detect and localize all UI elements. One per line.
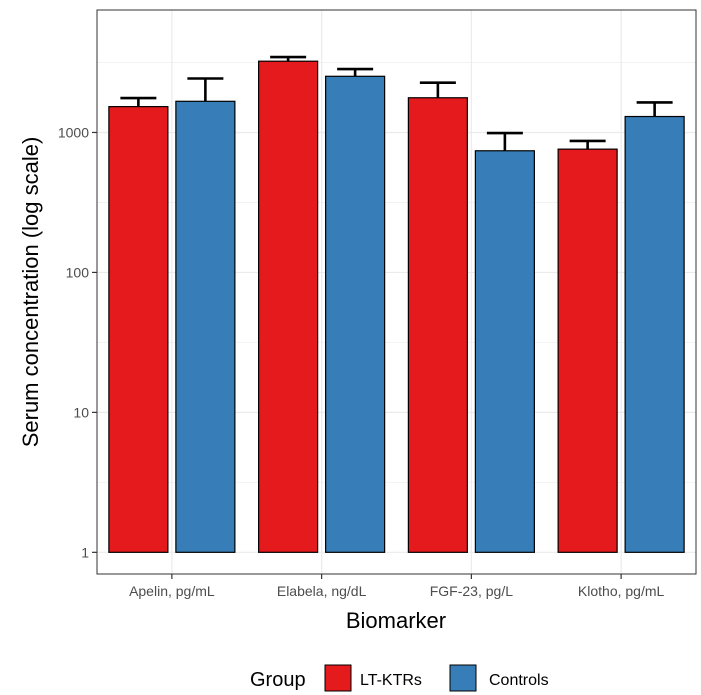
bar (407, 97, 468, 553)
legend-title: Group (250, 669, 306, 691)
bar (325, 75, 386, 553)
legend-swatch-lt-ktrs (324, 664, 352, 692)
legend-swatch-controls (449, 664, 477, 692)
x-tick-label: Elabela, ng/dL (277, 583, 367, 599)
error-bars (120, 55, 673, 151)
y-tick-label: 100 (66, 264, 90, 280)
y-axis: 1 10 100 1000 (58, 124, 97, 560)
legend-label-lt-ktrs: LT-KTRs (360, 672, 422, 689)
y-tick-label: 1 (81, 544, 89, 560)
y-axis-title: Serum concentration (log scale) (18, 137, 43, 448)
legend: Group LT-KTRs Controls (250, 664, 549, 692)
bar (557, 148, 618, 553)
bars (108, 60, 685, 553)
y-tick-label: 1000 (58, 124, 89, 140)
bar (175, 100, 236, 553)
y-tick-label: 10 (73, 404, 89, 420)
bar (108, 106, 169, 553)
x-tick-label: Apelin, pg/mL (129, 583, 215, 599)
x-axis-title: Biomarker (346, 608, 446, 633)
bar (258, 60, 319, 553)
bar (624, 115, 685, 553)
legend-label-controls: Controls (489, 672, 549, 689)
x-tick-label: Klotho, pg/mL (578, 583, 665, 599)
x-axis: Apelin, pg/mL Elabela, ng/dL FGF-23, pg/L K… (129, 574, 665, 599)
x-tick-label: FGF-23, pg/L (430, 583, 513, 599)
plot-panel-border (96, 9, 697, 575)
bar (474, 150, 535, 553)
